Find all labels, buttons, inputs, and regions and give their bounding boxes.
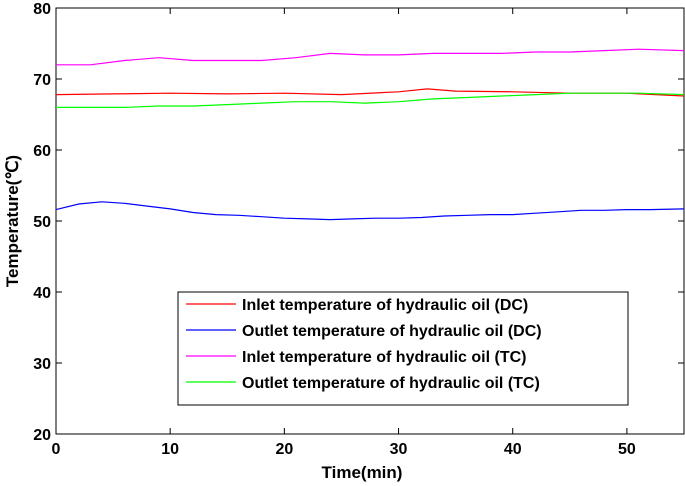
series-line-3 [56, 48, 684, 66]
x-tick-label: 0 [52, 441, 61, 458]
legend-box [177, 291, 629, 406]
legend: Inlet temperature of hydraulic oil (DC) O… [177, 291, 629, 406]
series-layer [56, 48, 684, 221]
series-line-2 [56, 201, 684, 221]
y-tick-label: 60 [33, 143, 51, 160]
y-axis-ticks: 20 30 40 50 60 70 80 [33, 1, 684, 444]
x-axis-label: Time(min) [322, 463, 403, 482]
y-tick-label: 40 [33, 285, 51, 302]
x-tick-label: 40 [504, 441, 522, 458]
series-line-4 [56, 92, 684, 108]
x-tick-label: 30 [390, 441, 408, 458]
y-tick-label: 80 [33, 1, 51, 18]
x-tick-label: 10 [161, 441, 179, 458]
y-axis-label: Temperature(℃) [3, 155, 22, 287]
legend-label: Outlet temperature of hydraulic oil (DC) [242, 323, 542, 340]
y-tick-label: 70 [33, 72, 51, 89]
x-tick-label: 20 [275, 441, 293, 458]
legend-label: Outlet temperature of hydraulic oil (TC) [242, 375, 540, 392]
y-tick-label: 50 [33, 214, 51, 231]
y-tick-label: 20 [33, 427, 51, 444]
legend-label: Inlet temperature of hydraulic oil (TC) [242, 349, 526, 366]
y-tick-label: 30 [33, 356, 51, 373]
x-axis-ticks: 0 10 20 30 40 50 [52, 8, 636, 458]
legend-label: Inlet temperature of hydraulic oil (DC) [242, 297, 528, 314]
x-tick-label: 50 [618, 441, 636, 458]
